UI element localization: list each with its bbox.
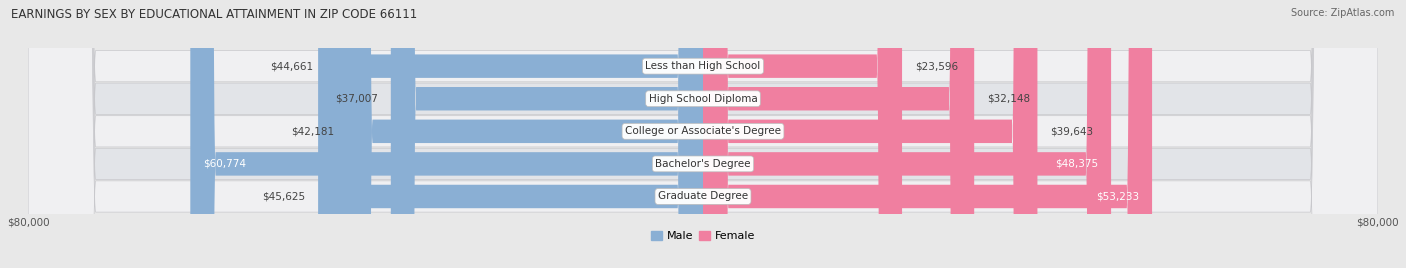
Text: $39,643: $39,643 — [1050, 126, 1094, 136]
Text: $32,148: $32,148 — [987, 94, 1031, 104]
FancyBboxPatch shape — [28, 0, 1378, 268]
FancyBboxPatch shape — [703, 0, 903, 268]
FancyBboxPatch shape — [703, 0, 1038, 268]
FancyBboxPatch shape — [703, 0, 1152, 268]
Text: Bachelor's Degree: Bachelor's Degree — [655, 159, 751, 169]
FancyBboxPatch shape — [190, 0, 703, 268]
Legend: Male, Female: Male, Female — [647, 226, 759, 245]
Text: $23,596: $23,596 — [915, 61, 957, 71]
FancyBboxPatch shape — [347, 0, 703, 268]
Text: $45,625: $45,625 — [263, 191, 305, 202]
FancyBboxPatch shape — [318, 0, 703, 268]
FancyBboxPatch shape — [28, 0, 1378, 268]
Text: High School Diploma: High School Diploma — [648, 94, 758, 104]
Text: Source: ZipAtlas.com: Source: ZipAtlas.com — [1291, 8, 1395, 18]
FancyBboxPatch shape — [28, 0, 1378, 268]
FancyBboxPatch shape — [703, 0, 1111, 268]
Text: $44,661: $44,661 — [270, 61, 314, 71]
Text: $53,233: $53,233 — [1097, 191, 1139, 202]
Text: $60,774: $60,774 — [202, 159, 246, 169]
Text: $37,007: $37,007 — [335, 94, 378, 104]
Text: Less than High School: Less than High School — [645, 61, 761, 71]
Text: EARNINGS BY SEX BY EDUCATIONAL ATTAINMENT IN ZIP CODE 66111: EARNINGS BY SEX BY EDUCATIONAL ATTAINMEN… — [11, 8, 418, 21]
Text: $48,375: $48,375 — [1056, 159, 1098, 169]
FancyBboxPatch shape — [326, 0, 703, 268]
FancyBboxPatch shape — [28, 0, 1378, 268]
Text: $42,181: $42,181 — [291, 126, 335, 136]
Text: Graduate Degree: Graduate Degree — [658, 191, 748, 202]
FancyBboxPatch shape — [391, 0, 703, 268]
Text: College or Associate's Degree: College or Associate's Degree — [626, 126, 780, 136]
FancyBboxPatch shape — [28, 0, 1378, 268]
FancyBboxPatch shape — [703, 0, 974, 268]
